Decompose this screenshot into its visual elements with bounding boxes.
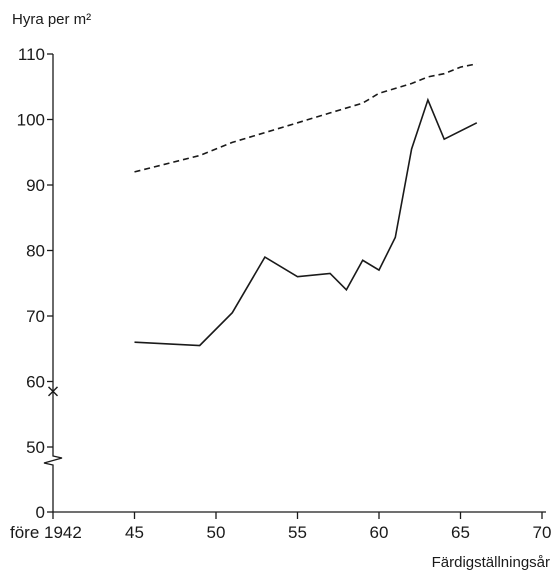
x-tick-label: före 1942 (10, 523, 82, 542)
y-tick-label: 70 (26, 307, 45, 326)
series-line-solid (134, 97, 478, 347)
y-axis-break (43, 453, 63, 468)
series-line-dashed (134, 63, 477, 173)
y-tick-label: 60 (26, 373, 45, 392)
x-tick-label: 70 (533, 523, 552, 542)
y-tick-label: 110 (18, 45, 45, 64)
y-axis-title: Hyra per m² (12, 11, 91, 28)
x-tick-label: 45 (125, 523, 144, 542)
marker-layer (48, 386, 58, 397)
y-tick-label: 50 (26, 438, 45, 457)
y-tick-label: 90 (26, 176, 45, 195)
x-tick-label: 60 (370, 523, 389, 542)
y-tick-label: 80 (26, 242, 45, 261)
x-tick-label: 55 (288, 523, 307, 542)
axes: 0 50 60 70 80 90 100 110 före 1942 45 50 55 60 65 70 (10, 45, 551, 542)
x-axis-title: Färdigställningsår (432, 554, 550, 571)
x-marker-stroke (48, 386, 58, 397)
x-tick-label: 50 (207, 523, 226, 542)
x-marker (48, 386, 58, 397)
y-tick-label: 0 (36, 503, 45, 522)
y-tick-label: 100 (17, 111, 45, 130)
series-layer (134, 63, 478, 347)
x-tick-label: 65 (451, 523, 470, 542)
